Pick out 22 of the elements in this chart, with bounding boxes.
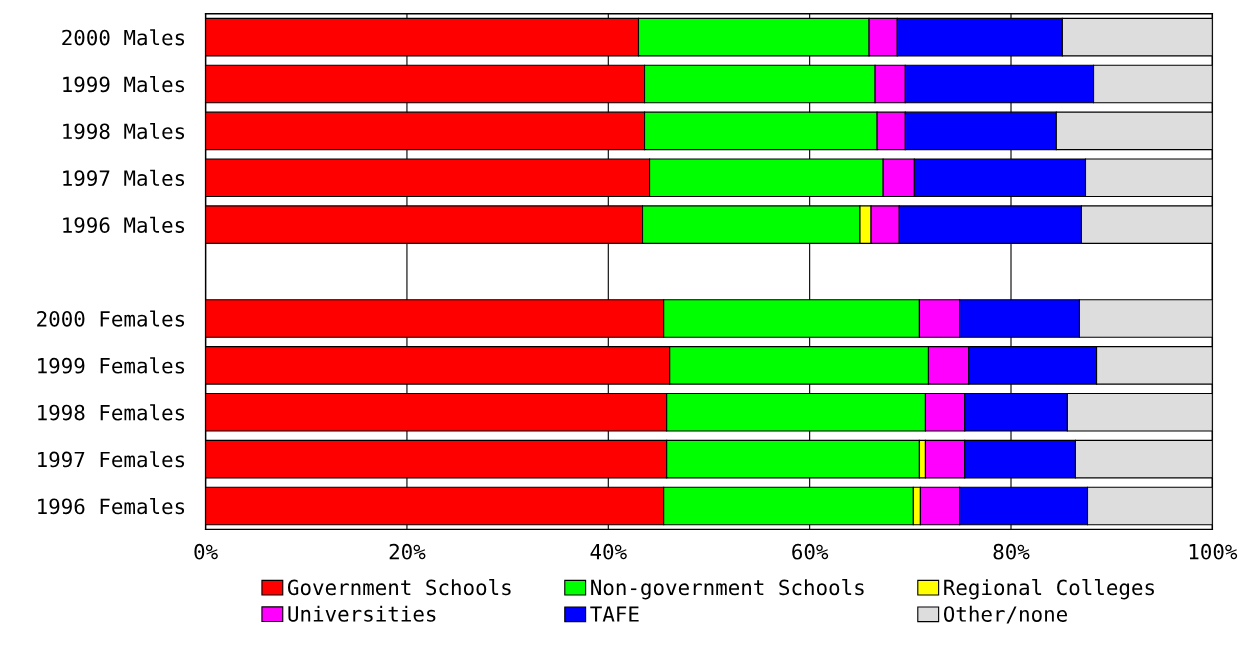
y-tick-label: 1996 Males — [63, 216, 185, 233]
legend-label: Other/none — [943, 605, 1067, 624]
x-tick-label: 100% — [1189, 543, 1238, 560]
y-tick-label: 1996 Females — [38, 498, 185, 515]
y-tick-label: 1997 Females — [38, 451, 185, 468]
x-tick-label: 0% — [194, 543, 218, 560]
legend-label: TAFE — [590, 606, 639, 622]
legend-label: Regional Colleges — [944, 579, 1154, 600]
y-tick-label: 2000 Males — [62, 29, 185, 46]
legend-label: Non-government Schools — [591, 579, 864, 600]
y-tick-label: 1997 Males — [63, 169, 185, 187]
y-tick-label: 1999 Females — [38, 357, 185, 374]
legend-label: Government Schools — [287, 579, 511, 596]
x-tick-label: 60% — [792, 543, 829, 560]
y-tick-label: 1998 Females — [38, 404, 185, 421]
x-tick-label: 20% — [389, 543, 426, 560]
y-tick-label: 2000 Females — [37, 310, 185, 327]
x-tick-label: 80% — [993, 543, 1030, 560]
y-tick-label: 1999 Males — [63, 76, 185, 93]
legend-label: Universities — [288, 605, 436, 622]
x-tick-label: 40% — [590, 543, 627, 560]
y-tick-label: 1998 Males — [63, 122, 185, 140]
